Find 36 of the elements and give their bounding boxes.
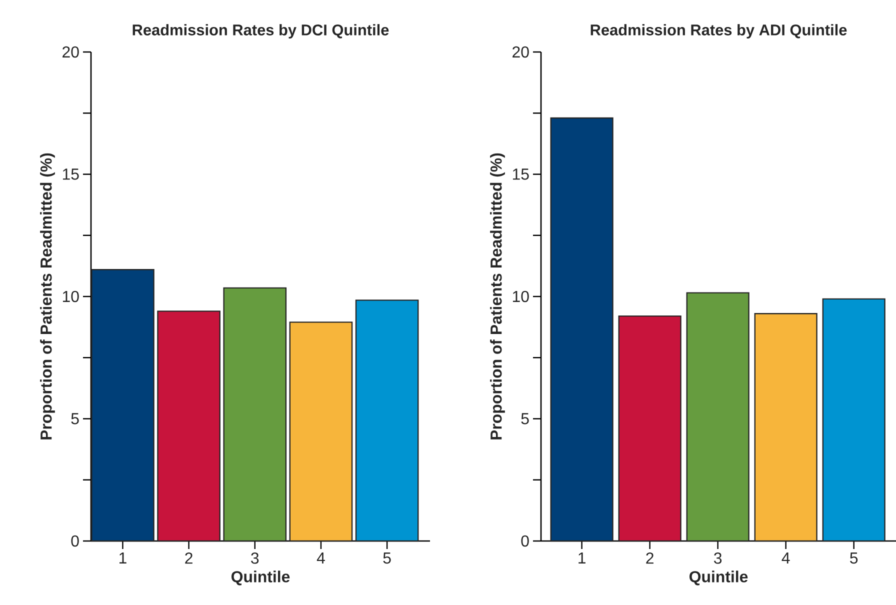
y-tick-label: 15 — [62, 168, 79, 180]
y-axis-title: Proportion of Patients Readmitted (%) — [40, 153, 55, 440]
x-tick-label: 1 — [578, 552, 586, 564]
x-tick-label: 4 — [316, 552, 325, 564]
y-tick-label: 5 — [521, 413, 529, 424]
x-tick-label: 4 — [782, 552, 790, 564]
bar — [223, 287, 287, 542]
x-tick-label: 2 — [646, 552, 654, 564]
y-tick-label: 10 — [62, 290, 79, 302]
bar — [754, 313, 818, 542]
y-tick-label: 5 — [71, 413, 79, 424]
chart-title: Readmission Rates by ADI Quintile — [590, 24, 847, 38]
bar — [355, 300, 419, 542]
x-tick-label: 1 — [120, 552, 126, 564]
x-tick-label: 3 — [251, 552, 259, 564]
x-axis-title: Quintile — [690, 570, 748, 586]
bar — [618, 315, 682, 542]
y-tick-label: 10 — [512, 290, 529, 302]
chart-title: Readmission Rates by DCI Quintile — [132, 24, 389, 38]
x-tick-label: 3 — [714, 552, 722, 564]
y-tick-label: 20 — [512, 46, 529, 58]
bar — [157, 310, 220, 542]
y-axis-title: Proportion of Patients Readmitted (%) — [490, 153, 505, 440]
bar — [550, 117, 614, 542]
x-tick-label: 5 — [850, 552, 858, 564]
y-tick-label: 0 — [521, 535, 529, 547]
bar — [289, 322, 353, 542]
bar — [822, 298, 886, 542]
y-tick-label: 0 — [71, 535, 79, 547]
x-axis-title: Quintile — [231, 570, 290, 586]
y-tick-label: 15 — [512, 168, 529, 180]
x-tick-label: 2 — [185, 552, 192, 564]
bar — [91, 269, 154, 542]
bar — [686, 292, 750, 542]
x-tick-label: 5 — [383, 552, 391, 564]
y-tick-label: 20 — [62, 46, 79, 58]
